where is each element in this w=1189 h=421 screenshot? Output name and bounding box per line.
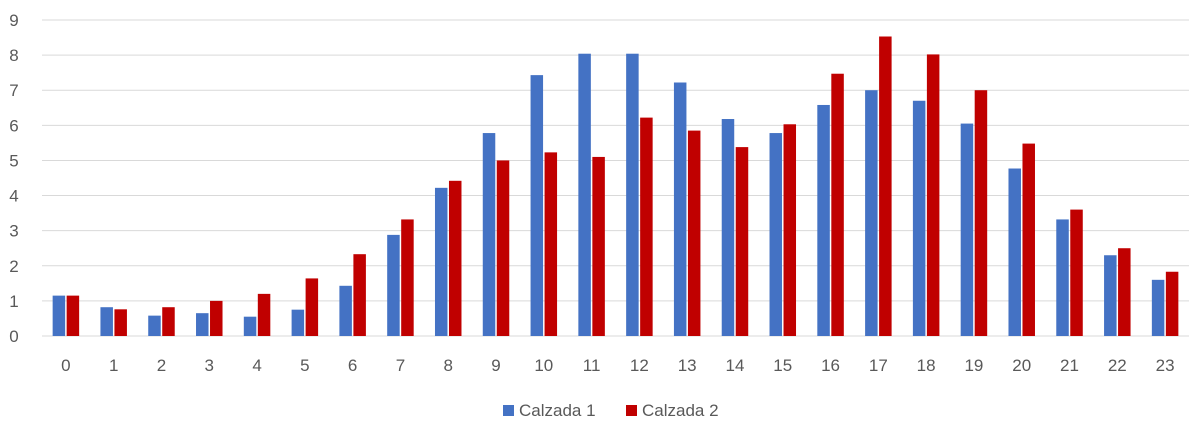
x-tick-label: 1 — [109, 356, 118, 375]
bar-calzada-2-3 — [210, 300, 223, 336]
bar-calzada-1-15 — [769, 133, 783, 336]
bar-calzada-1-4 — [243, 316, 257, 336]
bar-calzada-2-21 — [1070, 209, 1083, 336]
legend-swatch — [503, 405, 514, 416]
x-tick-label: 23 — [1156, 356, 1175, 375]
x-tick-label: 8 — [443, 356, 452, 375]
bar-calzada-1-14 — [721, 119, 735, 336]
x-tick-label: 21 — [1060, 356, 1079, 375]
x-tick-label: 3 — [205, 356, 214, 375]
bar-calzada-2-9 — [496, 160, 510, 336]
y-tick-label: 7 — [9, 81, 18, 100]
y-tick-label: 1 — [9, 292, 18, 311]
bar-calzada-1-9 — [482, 133, 496, 336]
x-tick-label: 4 — [252, 356, 261, 375]
x-tick-label: 0 — [61, 356, 70, 375]
x-tick-label: 11 — [583, 356, 601, 375]
x-tick-label: 22 — [1108, 356, 1127, 375]
x-tick-label: 5 — [300, 356, 309, 375]
bar-calzada-1-0 — [52, 295, 66, 336]
x-tick-label: 10 — [534, 356, 553, 375]
bar-calzada-2-6 — [353, 254, 366, 336]
bar-calzada-2-20 — [1022, 143, 1035, 336]
bar-calzada-2-13 — [687, 130, 701, 336]
y-tick-label: 3 — [9, 222, 18, 241]
bar-calzada-1-18 — [912, 100, 926, 336]
y-tick-label: 4 — [9, 187, 18, 206]
y-tick-label: 2 — [9, 257, 18, 276]
bar-calzada-1-6 — [339, 285, 352, 336]
x-tick-label: 13 — [678, 356, 697, 375]
x-tick-label: 9 — [491, 356, 500, 375]
bar-calzada-2-11 — [592, 156, 605, 336]
bar-calzada-2-4 — [257, 293, 271, 336]
bar-calzada-1-2 — [148, 315, 161, 336]
bar-calzada-2-1 — [114, 309, 127, 336]
bar-calzada-1-16 — [817, 104, 830, 336]
bar-calzada-2-12 — [640, 117, 653, 336]
y-tick-label: 9 — [9, 11, 18, 30]
bar-calzada-1-8 — [434, 187, 448, 336]
x-tick-label: 17 — [869, 356, 888, 375]
x-tick-label: 7 — [396, 356, 405, 375]
bar-calzada-2-5 — [305, 278, 319, 336]
y-tick-label: 5 — [9, 151, 18, 170]
y-tick-label: 6 — [9, 116, 18, 135]
bar-calzada-2-2 — [162, 307, 175, 336]
bar-calzada-1-11 — [578, 53, 591, 336]
x-tick-label: 14 — [726, 356, 745, 375]
gridlines — [42, 19, 1189, 337]
bar-calzada-1-21 — [1056, 219, 1069, 336]
x-axis-tick-labels: 0 1 2 3 4 5 6 7 8 9 10 11 12 13 14 15 16 17 18 19 20 21 22 23 — [61, 356, 1174, 375]
bar-calzada-1-23 — [1151, 279, 1165, 336]
x-tick-label: 19 — [964, 356, 983, 375]
x-tick-label: 15 — [773, 356, 792, 375]
bar-calzada-2-0 — [66, 295, 80, 336]
legend-label: Calzada 1 — [519, 401, 596, 420]
bar-calzada-1-12 — [626, 53, 639, 336]
bar-calzada-1-3 — [196, 313, 209, 336]
bar-calzada-1-7 — [387, 234, 400, 336]
bar-calzada-1-5 — [291, 309, 305, 336]
x-tick-label: 20 — [1012, 356, 1031, 375]
legend-label: Calzada 2 — [642, 401, 719, 420]
x-tick-label: 18 — [917, 356, 936, 375]
bar-calzada-2-18 — [926, 54, 940, 337]
bar-calzada-1-20 — [1008, 168, 1021, 336]
bar-calzada-2-10 — [544, 152, 558, 336]
y-tick-label: 0 — [9, 327, 18, 346]
bar-calzada-1-13 — [673, 82, 687, 337]
bars — [52, 36, 1179, 337]
x-tick-label: 2 — [157, 356, 166, 375]
bar-calzada-2-15 — [783, 124, 797, 336]
bar-calzada-1-1 — [100, 307, 113, 336]
legend-swatch — [626, 405, 637, 416]
legend: Calzada 1 Calzada 2 — [503, 401, 719, 420]
bar-calzada-2-14 — [735, 147, 749, 336]
bar-calzada-1-10 — [530, 75, 544, 336]
bar-calzada-2-22 — [1118, 248, 1131, 336]
bar-calzada-1-17 — [865, 90, 878, 336]
bar-calzada-2-8 — [448, 180, 462, 336]
x-tick-label: 6 — [348, 356, 357, 375]
bar-calzada-1-19 — [960, 123, 974, 336]
y-axis-tick-labels: 0 1 2 3 4 5 6 7 8 9 — [9, 11, 18, 346]
bar-calzada-2-19 — [974, 90, 988, 336]
x-tick-label: 12 — [630, 356, 649, 375]
y-tick-label: 8 — [9, 46, 18, 65]
bar-calzada-2-16 — [831, 73, 844, 336]
bar-calzada-2-17 — [879, 36, 892, 336]
x-tick-label: 16 — [821, 356, 840, 375]
bar-calzada-2-23 — [1165, 271, 1179, 336]
bar-calzada-1-22 — [1104, 255, 1117, 336]
bar-calzada-2-7 — [401, 219, 414, 336]
